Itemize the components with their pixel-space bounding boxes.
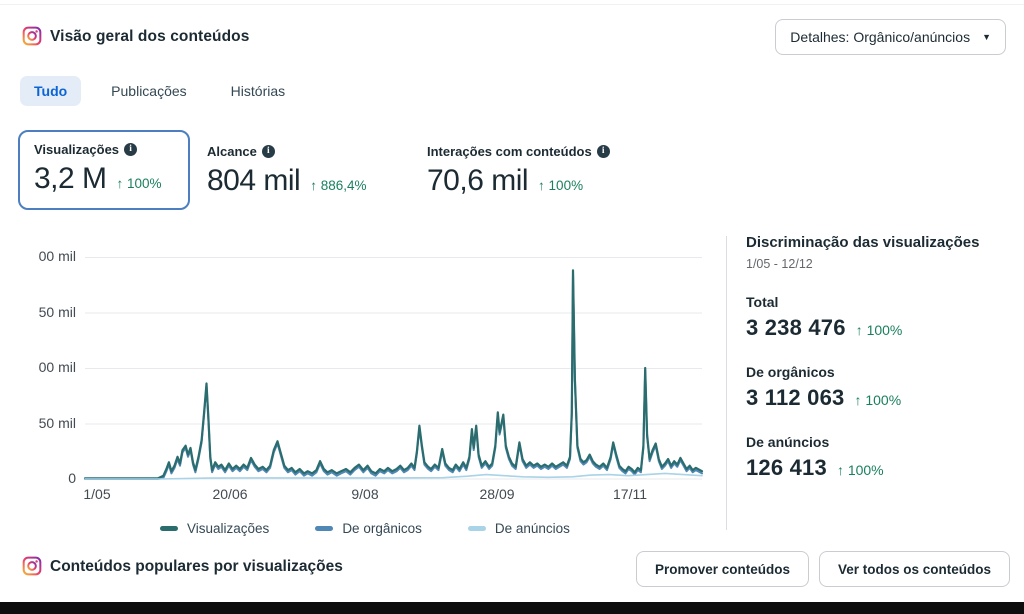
- breakdown-row-value: 3 112 063: [746, 385, 845, 410]
- promote-contents-button[interactable]: Promover conteúdos: [635, 551, 809, 587]
- instagram-icon: [22, 556, 42, 576]
- metric-card-interactions[interactable]: Interações com conteúdos i 70,6 mil ↑ 10…: [425, 130, 710, 210]
- metric-label-text: Interações com conteúdos: [427, 144, 592, 159]
- metric-delta: ↑ 100%: [538, 178, 584, 193]
- details-dropdown[interactable]: Detalhes: Orgânico/anúncios ▼: [775, 19, 1006, 55]
- metric-label: Interações com conteúdos i: [427, 144, 708, 159]
- x-axis-tick: 28/09: [479, 486, 515, 502]
- legend-label: Visualizações: [187, 521, 270, 536]
- metric-value: 3,2 M: [34, 162, 107, 195]
- views-line: [83, 269, 704, 480]
- metric-label: Visualizações i: [34, 142, 174, 157]
- tab-stories[interactable]: Histórias: [230, 83, 286, 99]
- chevron-down-icon: ▼: [982, 32, 991, 42]
- vertical-divider: [726, 236, 727, 530]
- metric-delta: ↑ 886,4%: [310, 178, 367, 193]
- info-icon[interactable]: i: [261, 145, 275, 158]
- popular-contents-title: Conteúdos populares por visualizações: [50, 558, 343, 575]
- views-breakdown-panel: Discriminação das visualizações 1/05 - 1…: [746, 234, 1012, 481]
- popular-actions: Promover conteúdos Ver todos os conteúdo…: [635, 551, 1010, 587]
- views-swatch-icon: [160, 526, 178, 531]
- tab-all[interactable]: Tudo: [20, 76, 82, 106]
- y-axis-tick: 0: [68, 470, 76, 486]
- metric-label-text: Visualizações: [34, 142, 120, 157]
- breakdown-title: Discriminação das visualizações: [746, 234, 980, 251]
- ads-swatch-icon: [467, 526, 486, 531]
- metric-value: 804 mil: [207, 164, 301, 197]
- y-axis-tick: 50 mil: [38, 415, 76, 431]
- breakdown-date-range: 1/05 - 12/12: [746, 257, 813, 271]
- instagram-icon: [22, 26, 42, 46]
- metric-delta: ↑ 100%: [116, 176, 162, 191]
- breakdown-row-label: De orgânicos: [746, 364, 835, 380]
- breakdown-row-label: Total: [746, 294, 779, 310]
- info-icon[interactable]: i: [124, 143, 138, 156]
- x-axis-tick: 9/08: [351, 486, 379, 502]
- bottom-black-bar: [0, 602, 1024, 614]
- legend-item-views[interactable]: Visualizações: [160, 521, 269, 536]
- tab-posts[interactable]: Publicações: [111, 83, 187, 99]
- breakdown-row-organic: De orgânicos 3 112 063 ↑ 100%: [746, 364, 1012, 411]
- x-axis-tick: 20/06: [212, 486, 248, 502]
- y-axis-tick: 50 mil: [38, 304, 76, 320]
- legend-item-ads[interactable]: De anúncios: [467, 521, 570, 536]
- breakdown-row-label: De anúncios: [746, 434, 830, 450]
- metric-card-views[interactable]: Visualizações i 3,2 M ↑ 100%: [18, 130, 190, 210]
- metric-card-reach[interactable]: Alcance i 804 mil ↑ 886,4%: [205, 130, 410, 210]
- view-all-contents-button[interactable]: Ver todos os conteúdos: [818, 551, 1010, 587]
- details-dropdown-label: Detalhes: Orgânico/anúncios: [790, 29, 971, 45]
- metric-label-text: Alcance: [207, 144, 257, 159]
- y-axis-tick: 00 mil: [38, 248, 76, 264]
- organics-swatch-icon: [315, 526, 334, 531]
- breakdown-row-value: 126 413: [746, 455, 827, 480]
- x-axis-tick: 1/05: [83, 486, 111, 502]
- metric-label: Alcance i: [207, 144, 408, 159]
- legend-item-organics[interactable]: De orgânicos: [315, 521, 422, 536]
- ads-line: [84, 472, 703, 480]
- page-title: Visão geral dos conteúdos: [50, 28, 250, 45]
- content-type-tabs: Tudo Publicações Histórias: [20, 76, 299, 106]
- info-icon[interactable]: i: [596, 145, 610, 158]
- breakdown-row-delta: ↑ 100%: [836, 462, 884, 478]
- views-line-chart[interactable]: [83, 257, 704, 480]
- breakdown-row-total: Total 3 238 476 ↑ 100%: [746, 294, 1012, 341]
- metric-cards: Visualizações i 3,2 M ↑ 100% Alcance i 8…: [18, 130, 710, 210]
- y-axis-tick: 00 mil: [38, 359, 76, 375]
- breakdown-row-delta: ↑ 100%: [854, 392, 902, 408]
- top-divider: [0, 4, 1024, 5]
- x-axis-tick: 17/11: [613, 486, 647, 502]
- legend-label: De anúncios: [494, 521, 570, 536]
- breakdown-row-ads: De anúncios 126 413 ↑ 100%: [746, 434, 1012, 481]
- chart-legend: Visualizações De orgânicos De anúncios: [160, 521, 570, 536]
- organics-line: [84, 271, 703, 480]
- metric-value: 70,6 mil: [427, 164, 529, 197]
- breakdown-row-value: 3 238 476: [746, 315, 846, 340]
- breakdown-row-delta: ↑ 100%: [855, 322, 903, 338]
- gridlines: [85, 257, 702, 480]
- legend-label: De orgânicos: [342, 521, 422, 536]
